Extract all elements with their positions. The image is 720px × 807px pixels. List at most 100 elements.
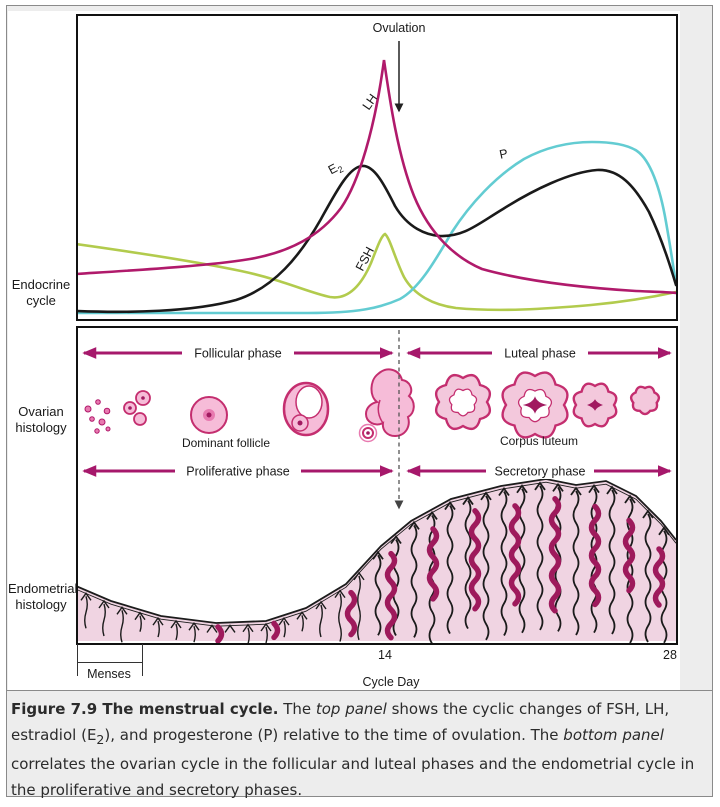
- spiral-gland: [215, 624, 225, 643]
- endometrial-gland: [357, 575, 361, 641]
- gland-fork: [588, 484, 600, 494]
- gland-fork: [98, 599, 110, 609]
- gland-fork: [390, 534, 402, 545]
- endometrial-gland: [301, 615, 304, 632]
- endometrial-gland: [374, 554, 382, 636]
- gland-fork: [80, 592, 92, 601]
- corpus-luteum-blobs: [434, 371, 661, 439]
- gland-fork: [552, 482, 564, 492]
- endometrial-gland: [338, 593, 342, 642]
- gland-fork: [224, 624, 236, 633]
- gland-fork: [570, 486, 582, 496]
- cycle-day-28: 28: [663, 648, 677, 662]
- figure-widget: Endocrine cycle Ovarian histology Endome…: [6, 5, 713, 799]
- gland-fork: [372, 550, 384, 560]
- ovarian-follicles: Dominant follicle Corpus luteum: [84, 368, 661, 450]
- endometrial-gland: [500, 491, 508, 637]
- gland-fork: [170, 619, 182, 629]
- spiral-gland: [652, 546, 666, 608]
- histology-drawing: Follicular phase Luteal phase Proliferat…: [78, 330, 676, 643]
- lh-curve: [78, 59, 676, 295]
- p-label: P: [498, 146, 509, 161]
- label-bg: [486, 462, 594, 479]
- endometrial-surface-line: [78, 478, 676, 624]
- secretory-phase-label: Secretory phase: [494, 465, 585, 479]
- endometrial-gland: [608, 489, 616, 635]
- endometrial-gland: [410, 524, 418, 638]
- endometrial-gland: [283, 620, 286, 638]
- gland-fork: [534, 481, 546, 491]
- endometrial-gland: [193, 625, 196, 643]
- caption-bold: Figure 7.9 The menstrual cycle.: [11, 700, 279, 718]
- hormone-chart: Ovulation LH E2 P FSH: [78, 21, 676, 315]
- endometrial-gland: [572, 490, 580, 636]
- gland-fork: [315, 600, 327, 610]
- gland-fork: [480, 491, 492, 501]
- endometrial-gland: [446, 505, 454, 635]
- lh-label: LH: [360, 91, 381, 112]
- dominant-follicle-label: Dominant follicle: [182, 436, 270, 450]
- endometrial-gland: [626, 498, 634, 643]
- gland-fork: [658, 526, 670, 536]
- spiral-gland: [548, 496, 562, 614]
- released-oocyte: [358, 423, 378, 443]
- endometrial-gland: [482, 495, 490, 641]
- endometrial-gland: [175, 623, 178, 641]
- gland-fork: [116, 606, 128, 615]
- corpus-luteum-label: Corpus luteum: [500, 434, 578, 448]
- dominant-follicle: [190, 396, 228, 434]
- endometrial-gland: [536, 485, 544, 631]
- progesterone-curve: [78, 140, 676, 315]
- spiral-gland: [588, 503, 602, 608]
- endometrial-histology-label: Endometrial histology: [8, 581, 78, 612]
- spiral-gland: [508, 503, 522, 607]
- endometrial-tissue: [78, 479, 676, 641]
- gland-fork: [444, 501, 456, 511]
- ruptured-follicle: [358, 368, 415, 443]
- graafian-follicle: [282, 381, 330, 437]
- caption-run: correlates the ovarian cycle in the foll…: [11, 755, 695, 799]
- caption-italic-bottom-panel: bottom panel: [563, 725, 664, 744]
- endometrium: [78, 478, 676, 643]
- corpus-luteum-core: [587, 399, 603, 411]
- gland-fork: [606, 485, 618, 495]
- endometrial-gland: [139, 615, 142, 632]
- endometrial-surface-inner-line: [78, 481, 676, 627]
- spiral-gland: [271, 620, 281, 641]
- label-bg: [492, 344, 588, 361]
- caption-subscript: 2: [96, 731, 105, 747]
- gland-fork: [152, 616, 164, 626]
- corpus-luteum-blob: [629, 385, 661, 416]
- caption-italic-top-panel: top panel: [315, 700, 387, 718]
- endocrine-panel: Ovulation LH E2 P FSH: [76, 14, 678, 321]
- gland-fork: [134, 611, 146, 621]
- label-bg: [175, 462, 301, 479]
- caption-run: shows the cyclic changes of FSH, LH, est…: [11, 700, 670, 744]
- corpus-luteum-core: [522, 396, 548, 414]
- label-bg: [182, 344, 294, 361]
- early-follicles: [123, 390, 151, 426]
- spiral-gland: [384, 550, 398, 641]
- primordial-follicles: [84, 399, 111, 434]
- endometrial-gland: [120, 610, 124, 643]
- gland-fork: [353, 571, 365, 581]
- figure-canvas: Endocrine cycle Ovarian histology Endome…: [8, 11, 680, 690]
- ovulation-label: Ovulation: [373, 21, 426, 35]
- gland-fork: [516, 484, 528, 494]
- gland-fork: [334, 589, 346, 599]
- cycle-day-axis-label: Cycle Day: [362, 675, 420, 689]
- endocrine-cycle-label: Endocrine cycle: [11, 277, 71, 308]
- gland-fork: [498, 486, 510, 497]
- caption-text: Figure 7.9 The menstrual cycle. The top …: [11, 697, 700, 803]
- endometrial-gland: [265, 626, 268, 643]
- caption-run: ), and progesterone (P) relative to the …: [104, 725, 564, 744]
- gland-fork: [426, 510, 438, 520]
- gland-fork: [278, 616, 290, 626]
- e2-label: E2: [326, 159, 345, 179]
- gland-fork: [462, 496, 474, 506]
- gland-fork: [624, 494, 636, 504]
- corpus-luteum-cavity: [448, 388, 478, 417]
- follicular-phase-label: Follicular phase: [194, 347, 282, 361]
- spiral-gland: [344, 589, 358, 638]
- gland-fork: [408, 520, 420, 530]
